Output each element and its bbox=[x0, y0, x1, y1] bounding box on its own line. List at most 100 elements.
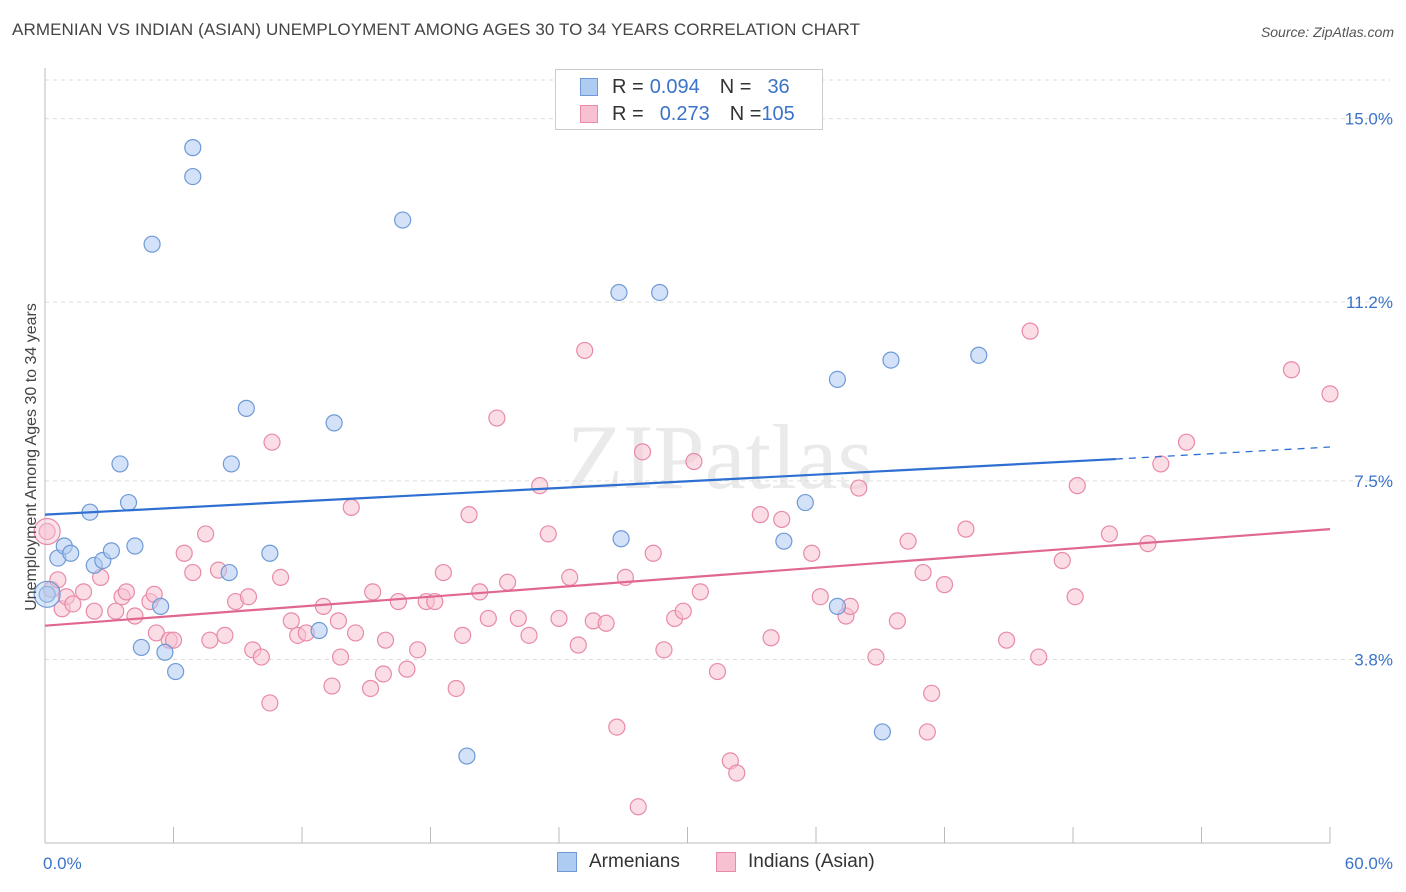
armenians-swatch bbox=[580, 78, 598, 96]
bottom-legend-indians: Indians (Asian) bbox=[716, 851, 875, 873]
indians-point bbox=[811, 588, 829, 606]
indians-point bbox=[175, 544, 193, 562]
indians-point bbox=[263, 433, 281, 451]
indians-point bbox=[434, 563, 452, 582]
indians-point bbox=[509, 609, 527, 628]
indians-point bbox=[597, 614, 615, 632]
indians-point bbox=[164, 631, 183, 649]
indians-point bbox=[1030, 648, 1048, 666]
bottom-legend-armenians: Armenians bbox=[557, 851, 680, 873]
armenians-point bbox=[873, 723, 891, 741]
indians-point bbox=[685, 452, 703, 471]
correlation-legend: R = 0.094 N = 36 R = 0.273 N = 105 bbox=[555, 69, 823, 130]
legend-row-indians: R = 0.273 N = 105 bbox=[580, 101, 795, 127]
armenians-point bbox=[111, 455, 129, 473]
indians-point bbox=[888, 612, 906, 630]
indians-point bbox=[454, 626, 472, 644]
indians-point bbox=[751, 506, 769, 524]
indians-point bbox=[376, 631, 395, 649]
indians-point bbox=[64, 595, 82, 613]
indians-point bbox=[126, 607, 144, 625]
source-label: Source: ZipAtlas.com bbox=[1260, 24, 1394, 40]
legend-r-label: R = bbox=[612, 102, 644, 125]
indians-swatch bbox=[580, 105, 598, 123]
indians-point bbox=[184, 563, 202, 582]
indians-point bbox=[460, 506, 478, 524]
indians-point bbox=[918, 723, 936, 741]
y-tick-label: 15.0% bbox=[1345, 110, 1393, 129]
bottom-legend-label: Indians (Asian) bbox=[748, 851, 875, 872]
indians-point bbox=[935, 576, 954, 594]
armenians-point bbox=[38, 585, 56, 603]
indians-point bbox=[728, 764, 746, 782]
indians-point bbox=[117, 583, 135, 601]
armenians-point bbox=[828, 597, 847, 615]
y-tick-label: 7.5% bbox=[1354, 472, 1393, 491]
armenians-point bbox=[126, 537, 144, 555]
indians-point bbox=[1053, 551, 1071, 570]
armenians-point bbox=[310, 621, 328, 640]
indians-point bbox=[569, 636, 587, 654]
armenians-point bbox=[222, 455, 240, 473]
indians-point bbox=[998, 631, 1016, 649]
armenians-point bbox=[184, 139, 202, 157]
armenians-point bbox=[651, 283, 669, 302]
legend-n-value: 36 bbox=[767, 75, 790, 98]
armenians-point bbox=[119, 493, 138, 512]
armenians-point bbox=[325, 414, 343, 432]
indians-point bbox=[608, 718, 626, 736]
indians-point bbox=[867, 648, 885, 666]
indians-point bbox=[850, 479, 868, 497]
x-tick-label: 0.0% bbox=[43, 854, 82, 873]
indians-point bbox=[216, 626, 234, 644]
watermark: ZIPatlas bbox=[567, 406, 874, 508]
armenians-point bbox=[184, 167, 202, 186]
armenians-point bbox=[132, 638, 150, 657]
indians-point bbox=[147, 624, 165, 642]
indians-point bbox=[323, 677, 341, 695]
indians-point bbox=[409, 641, 427, 659]
armenians-point-large bbox=[33, 580, 61, 608]
indians-point bbox=[773, 510, 791, 529]
legend-r-label: R = bbox=[612, 75, 644, 98]
chart-title: ARMENIAN VS INDIAN (ASIAN) UNEMPLOYMENT … bbox=[12, 20, 861, 39]
armenians-point bbox=[102, 542, 120, 560]
indians-point bbox=[803, 544, 821, 562]
indians-point bbox=[271, 568, 290, 586]
y-axis-label: Unemployment Among Ages 30 to 34 years bbox=[23, 303, 40, 611]
indians-point bbox=[374, 665, 392, 683]
armenians-trend-extension bbox=[1115, 446, 1331, 460]
indians-point bbox=[331, 648, 350, 666]
indians-point bbox=[201, 631, 219, 649]
indians-point bbox=[499, 573, 517, 591]
indians-point-large bbox=[33, 517, 61, 546]
indians-point bbox=[364, 583, 382, 601]
armenians-point bbox=[62, 544, 80, 562]
indians-point bbox=[691, 583, 709, 601]
armenians-point bbox=[828, 370, 847, 389]
armenians-point bbox=[394, 211, 412, 229]
indians-point bbox=[1068, 477, 1086, 495]
armenians-point bbox=[882, 351, 900, 369]
indians-point bbox=[329, 612, 348, 630]
indians-point bbox=[531, 477, 549, 495]
legend-n-value: 105 bbox=[761, 102, 795, 125]
armenians-swatch bbox=[557, 852, 577, 872]
armenians-point bbox=[152, 597, 170, 615]
indians-point bbox=[1100, 525, 1119, 543]
armenians-point bbox=[970, 346, 988, 364]
armenians-point bbox=[610, 283, 628, 302]
indians-point bbox=[346, 624, 365, 642]
indians-point bbox=[107, 602, 125, 620]
armenians-point bbox=[156, 643, 174, 661]
indians-point bbox=[479, 609, 497, 628]
indians-point bbox=[398, 660, 416, 678]
indians-point bbox=[197, 525, 215, 543]
legend-n-label: N = bbox=[729, 102, 762, 125]
indians-point bbox=[1021, 322, 1039, 340]
armenians-point bbox=[167, 662, 185, 681]
indians-point bbox=[629, 798, 647, 816]
trend-lines bbox=[44, 446, 1331, 627]
indians-point bbox=[674, 602, 692, 620]
